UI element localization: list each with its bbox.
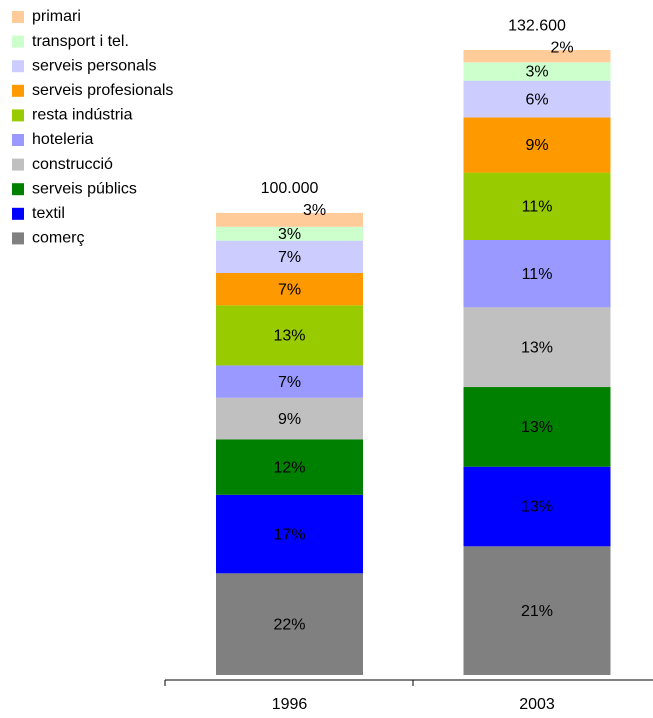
bar-segment [216,397,363,440]
data-label: 9% [525,137,548,154]
data-label: 7% [278,281,301,298]
bar-segment [463,62,611,81]
bar-segment [216,439,363,495]
legend-swatch [12,84,24,97]
legend-swatch [12,232,24,245]
data-label: 6% [525,91,548,108]
legend-label: hoteleria [32,131,93,148]
legend-label: textil [32,205,65,222]
bar-segment [216,273,363,306]
total-label: 132.600 [508,17,566,34]
legend-swatch [12,109,24,122]
data-label: 13% [273,328,305,345]
total-label: 100.000 [261,180,319,197]
bar-segment [216,573,363,675]
bar-segment [216,305,363,366]
legend-swatch [12,11,24,23]
data-label: 12% [273,459,305,476]
legend-label: serveis personals [32,57,157,74]
bar-segment [463,466,611,547]
data-label: 9% [278,411,301,428]
bar-segment [216,494,363,574]
legend-swatch [12,60,24,73]
legend-label: resta indústria [32,107,133,124]
legend-label: primari [32,8,81,25]
x-tick-label: 2003 [519,696,555,713]
legend-label: comerç [32,230,84,247]
legend-label: serveis públics [32,180,137,197]
bar-segment [463,546,611,675]
legend-swatch [12,207,24,220]
legend-label: transport i tel. [32,33,129,50]
bar-segment [463,239,611,308]
legend-swatch [12,158,24,171]
data-label: 13% [521,499,553,516]
data-label: 17% [273,526,305,543]
bar-segment [463,172,611,240]
data-label: 13% [521,419,553,436]
bar-segment [216,212,363,227]
data-label: 22% [273,616,305,633]
data-label: 3% [278,226,301,243]
data-label: 11% [522,266,553,283]
bar-segment [463,50,611,63]
data-label: 3% [303,202,326,219]
bar-segment [463,307,611,388]
data-label: 7% [278,249,301,266]
bar-segment [463,117,611,173]
bar-segment [463,80,611,118]
bar-segment [216,226,363,241]
data-label: 3% [525,64,548,81]
data-label: 11% [522,199,553,216]
legend-label: construcció [32,156,113,173]
legend-swatch [12,35,24,48]
x-tick-label: 1996 [272,696,308,713]
bar-segment [463,387,611,467]
data-label: 7% [278,374,301,391]
legend-label: serveis profesionals [32,82,173,99]
bar-segment [216,240,363,273]
legend-swatch [12,183,24,196]
data-label: 21% [521,603,553,620]
data-label: 2% [550,39,573,56]
legend-swatch [12,134,24,146]
bar-segment [216,365,363,398]
data-label: 13% [521,339,553,356]
